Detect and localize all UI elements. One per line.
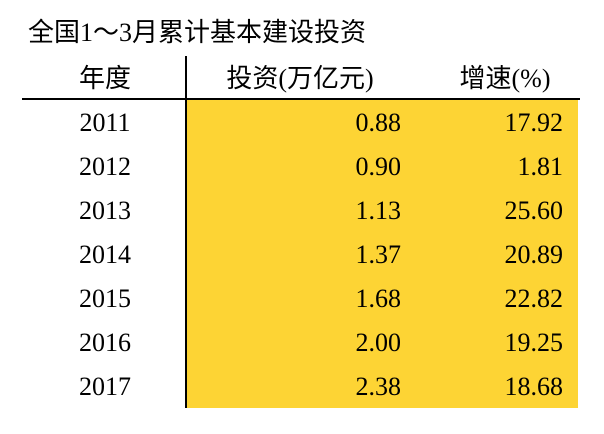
value-cell: 18.68 [504, 372, 564, 401]
year-cell: 2013 [79, 196, 131, 225]
value-cell: 25.60 [504, 196, 564, 225]
value-cell: 1.13 [355, 196, 402, 225]
year-cell: 2011 [79, 108, 131, 137]
year-cell: 2016 [79, 328, 131, 357]
value-cell: 17.92 [504, 108, 564, 137]
column-header: 增速(%) [459, 64, 551, 93]
value-cell: 0.90 [355, 152, 402, 181]
value-cell: 1.37 [355, 240, 402, 269]
value-cell: 19.25 [504, 328, 564, 357]
year-cell: 2015 [79, 284, 131, 313]
value-cell: 1.68 [355, 284, 402, 313]
title: 全国1～3月累计基本建设投资 [28, 18, 367, 47]
value-cell: 1.81 [517, 152, 564, 181]
column-header: 年度 [78, 64, 132, 93]
year-cell: 2012 [79, 152, 131, 181]
year-cell: 2014 [79, 240, 131, 269]
column-header: 投资(万亿元) [226, 64, 374, 93]
value-cell: 2.38 [355, 372, 402, 401]
value-cell: 20.89 [504, 240, 564, 269]
column-rule [185, 56, 187, 408]
year-cell: 2017 [79, 372, 131, 401]
value-cell: 0.88 [355, 108, 402, 137]
value-cell: 2.00 [355, 328, 402, 357]
value-cell: 22.82 [504, 284, 564, 313]
highlight-area [187, 100, 578, 408]
header-rule [22, 98, 580, 100]
